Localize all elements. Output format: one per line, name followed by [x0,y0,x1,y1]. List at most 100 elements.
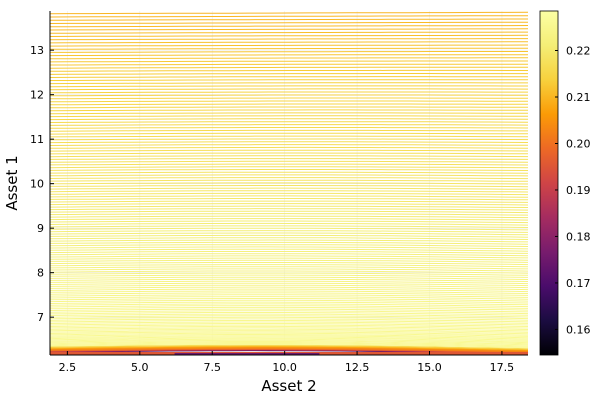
contour-line-33 [49,312,529,316]
contour-line-81 [49,210,529,214]
contour-line-74 [49,227,529,231]
contour-line-84 [49,203,529,206]
contour-line-17 [49,335,529,340]
contour-line-86 [49,198,529,201]
contour-line-6 [49,346,529,351]
contour-line-109 [49,135,529,138]
contour-line-59 [49,262,529,266]
y-tick-labels: 7 8 9 10 11 12 13 [30,44,54,324]
contour-line-40 [49,299,529,304]
contour-line-87 [49,195,529,198]
contour-line-100 [49,160,529,163]
contour-line-26 [49,323,529,327]
contour-line-144 [49,28,529,31]
contour-line-118 [49,109,529,112]
contour-line-18 [49,334,529,339]
contour-line-73 [49,230,529,233]
contour-line-135 [49,57,528,60]
contour-line-98 [49,166,529,169]
contour-line-115 [49,118,529,121]
contour-line-136 [49,54,528,57]
colorbar-tick-label-5: 0.21 [566,91,591,104]
contour-line-35 [49,308,529,313]
contour-line-65 [49,248,529,252]
x-axis-label: Asset 2 [261,377,316,395]
contour-line-125 [49,88,529,91]
contour-line-107 [49,141,529,144]
contour-line-89 [49,190,529,193]
x-tick-label-5: 15.0 [417,361,442,374]
contour-line-146 [49,21,528,24]
contour-line-134 [49,60,528,63]
contour-line-9 [49,343,529,349]
contour-line-48 [49,284,529,289]
contour-line-31 [49,315,529,320]
y-tick-label-5: 12 [30,89,44,102]
contour-line-147 [50,18,528,21]
contour-line-113 [49,124,529,126]
contour-line-55 [49,270,529,274]
x-tick-labels: 2.5 5.0 7.5 10.0 12.5 15.0 17.5 [59,351,514,374]
colorbar-tick-label-1: 0.17 [566,277,591,290]
contour-line-138 [49,47,528,50]
x-tick-label-1: 5.0 [131,361,149,374]
contour-line-83 [49,205,529,208]
contour-line-104 [49,149,529,152]
contour-line-16 [49,336,529,341]
contour-line-148 [49,15,528,18]
contour-line-11 [49,342,529,347]
contour-line-76 [49,222,529,226]
y-tick-label-0: 7 [37,311,44,324]
contour-line-42 [49,296,529,300]
colorbar-tick-label-2: 0.18 [566,230,591,243]
colorbar [540,11,558,355]
contour-line-122 [49,97,528,100]
contour-line-126 [49,85,528,88]
contour-line-124 [50,91,528,94]
contour-line-116 [49,115,528,118]
contour-line-10 [49,343,529,348]
contour-line-37 [49,305,529,309]
y-tick-label-6: 13 [30,44,44,57]
contour-line-56 [49,268,529,272]
contour-line-94 [49,177,529,180]
contour-line-132 [49,66,528,69]
contour-line-54 [49,272,529,276]
contour-line-51 [49,278,529,282]
contour-line-93 [49,179,529,182]
contour-base-dark-segment [174,353,320,355]
contour-line-13 [49,339,529,345]
contour-line-101 [49,158,529,160]
contour-line-131 [49,69,528,72]
contour-line-28 [49,320,529,324]
x-tick-label-0: 2.5 [59,361,77,374]
contour-line-21 [49,330,529,335]
contour-line-44 [49,292,529,296]
contour-line-67 [49,244,529,247]
contour-line-108 [49,138,529,141]
contour-line-117 [49,112,529,115]
contour-line-95 [49,174,529,177]
contour-line-137 [50,51,528,53]
contour-line-39 [49,301,529,306]
contour-line-57 [49,266,529,270]
contour-line-121 [49,100,529,103]
contour-lines [49,11,529,355]
contour-line-36 [49,306,529,311]
contour-line-133 [50,63,528,66]
y-tick-label-4: 11 [30,133,44,146]
contour-line-114 [49,121,529,123]
contour-line-92 [49,182,529,185]
contour-line-105 [49,146,529,149]
contour-line-30 [49,316,529,321]
colorbar-tick-label-4: 0.20 [566,137,591,150]
contour-line-20 [49,331,529,336]
contour-line-99 [49,163,529,166]
contour-line-111 [49,129,528,132]
contour-line-60 [49,259,529,263]
contour-line-88 [49,192,529,196]
contour-line-139 [49,44,529,47]
contour-line-23 [49,327,529,332]
contour-line-77 [49,220,529,224]
contour-line-15 [49,337,529,342]
